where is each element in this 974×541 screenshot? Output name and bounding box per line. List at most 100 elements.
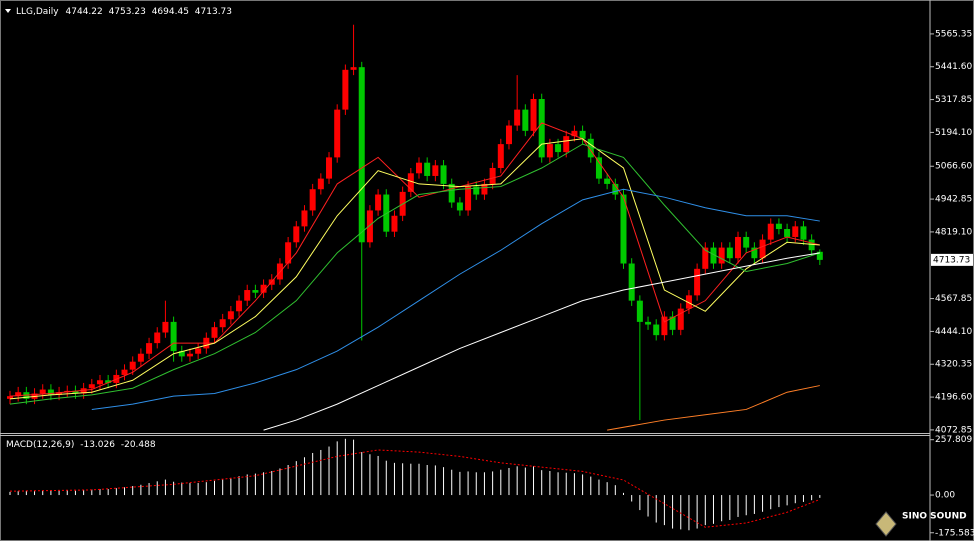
moving-average: [607, 385, 820, 431]
candle-body: [227, 311, 234, 320]
y-tick-label: 5317.85: [935, 95, 972, 105]
moving-average: [91, 188, 820, 410]
candle-body: [473, 186, 480, 195]
moving-average: [9, 138, 820, 400]
candle-body: [530, 99, 537, 131]
y-tick-label: 4196.60: [935, 393, 972, 403]
candle-body: [792, 226, 799, 237]
candle-body: [285, 242, 292, 264]
candle-body: [522, 109, 529, 131]
candle-body: [105, 380, 112, 383]
candle-body: [481, 183, 488, 195]
candle-body: [816, 251, 823, 260]
y-tick-label: 5066.60: [935, 162, 972, 172]
candle-body: [96, 380, 103, 385]
y-tick-label: 257.809: [935, 435, 972, 445]
candle-body: [636, 300, 643, 322]
candle-body: [219, 319, 226, 328]
candle-body: [759, 239, 766, 259]
y-tick-label: 0.00: [935, 491, 955, 501]
candle-body: [154, 332, 161, 344]
candle-body: [129, 361, 136, 370]
candle-body: [546, 144, 553, 158]
moving-average: [9, 143, 820, 405]
candle-body: [317, 178, 324, 190]
candle-body: [784, 229, 791, 237]
candle-body: [800, 226, 807, 240]
candle-body: [407, 173, 414, 192]
price-header: LLG,Daily 4744.22 4753.23 4694.45 4713.7…: [16, 7, 232, 17]
candle-body: [137, 353, 144, 362]
macd-value: -13.026: [80, 440, 115, 450]
candle-body: [350, 67, 357, 70]
candle-body: [726, 247, 733, 259]
candle-body: [489, 167, 496, 184]
candle-body: [702, 247, 709, 269]
candle-body: [645, 321, 652, 325]
candle-body: [236, 300, 243, 312]
candle-body: [448, 183, 455, 203]
candle-body: [293, 226, 300, 243]
candle-body: [775, 223, 782, 230]
candle-body: [260, 284, 267, 293]
signal-value: -20.488: [121, 440, 156, 450]
candle-body: [358, 67, 365, 243]
candle-body: [72, 390, 79, 394]
close-value: 4713.73: [195, 7, 232, 17]
y-tick-label: -175.583: [935, 528, 974, 538]
candle-body: [195, 348, 202, 354]
y-tick-label: 4819.10: [935, 227, 972, 237]
y-tick-label: 5441.60: [935, 62, 972, 72]
moving-average: [9, 122, 820, 397]
open-value: 4744.22: [66, 7, 103, 17]
candle-body: [39, 389, 46, 394]
candle-body: [538, 99, 545, 158]
candle-body: [595, 157, 602, 179]
y-tick-label: 4444.10: [935, 327, 972, 337]
candle-body: [162, 321, 169, 333]
candle-body: [718, 247, 725, 264]
high-value: 4753.23: [109, 7, 146, 17]
symbol: LLG,Daily: [16, 7, 59, 17]
candle-body: [342, 69, 349, 110]
candle-body: [211, 327, 218, 338]
candle-body: [170, 321, 177, 352]
candle-body: [612, 183, 619, 195]
candle-body: [661, 316, 668, 336]
candle-body: [653, 324, 660, 336]
price-label-box: [931, 253, 973, 266]
candle-body: [579, 130, 586, 139]
candle-body: [334, 109, 341, 158]
y-tick-label: 5565.35: [935, 29, 972, 39]
candle-body: [587, 138, 594, 158]
candle-body: [252, 290, 259, 293]
macd-title: MACD(12,26,9): [6, 440, 74, 450]
candle-body: [424, 162, 431, 176]
candle-body: [677, 308, 684, 330]
candle-body: [416, 162, 422, 174]
y-tick-label: 4072.85: [935, 425, 972, 435]
y-tick-label: 4942.85: [935, 195, 972, 205]
candle-body: [456, 202, 463, 211]
candle-body: [555, 144, 562, 153]
candle-body: [80, 388, 87, 394]
logo-text: SINO SOUND: [902, 512, 967, 522]
candle-body: [186, 353, 193, 357]
candle-body: [751, 247, 758, 259]
menu-arrow[interactable]: [5, 9, 11, 13]
candle-body: [88, 384, 95, 389]
candle-body: [301, 210, 308, 227]
candle-body: [146, 343, 153, 354]
candle-body: [505, 125, 512, 145]
candle-body: [15, 392, 22, 397]
candle-body: [309, 189, 316, 211]
low-value: 4694.45: [152, 7, 189, 17]
logo-icon: [875, 511, 897, 537]
candle-body: [121, 369, 128, 375]
candle-body: [669, 316, 676, 330]
candle-body: [440, 165, 447, 184]
candle-body: [391, 215, 398, 232]
candle-body: [465, 186, 472, 211]
candle-body: [808, 239, 815, 251]
